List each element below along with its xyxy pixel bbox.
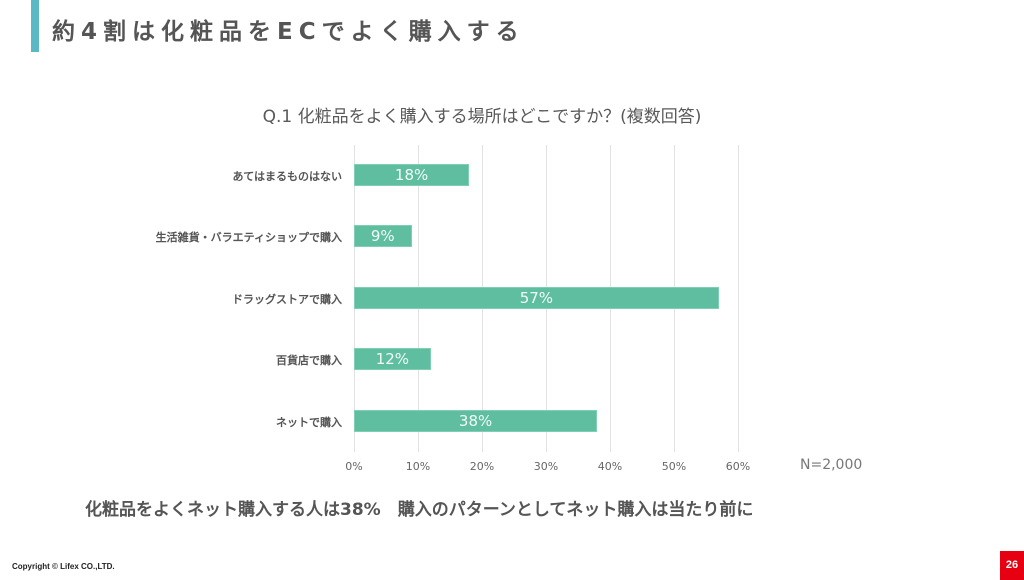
- copyright: Copyright © Lifex CO.,LTD.: [12, 562, 115, 571]
- bar: 12%: [354, 348, 431, 370]
- summary-text: 化粧品をよくネット購入する人は38% 購入のパターンとしてネット購入は当たり前に: [85, 500, 754, 520]
- bar: 57%: [354, 287, 719, 309]
- plot-area: 18% 9% 57% 12% 38%: [354, 145, 739, 452]
- x-tick-label: 40%: [597, 460, 623, 473]
- x-tick-label: 50%: [661, 460, 687, 473]
- x-tick-label: 0%: [345, 460, 363, 473]
- category-label: 生活雑貨・バラエティショップで購入: [155, 231, 342, 244]
- category-label: ドラッグストアで購入: [232, 293, 342, 306]
- chart-title: Q.1 化粧品をよく購入する場所はどこですか？(複数回答): [0, 102, 1024, 127]
- category-label: あてはまるものはない: [232, 170, 342, 183]
- x-tick-label: 10%: [405, 460, 431, 473]
- page-number-badge: 26: [1000, 551, 1024, 580]
- x-tick-label: 20%: [469, 460, 495, 473]
- category-label: 百貨店で購入: [276, 354, 342, 367]
- x-tick-label: 60%: [725, 460, 751, 473]
- sample-size-label: N=2,000: [800, 457, 863, 473]
- x-tick-label: 30%: [533, 460, 559, 473]
- gridline: [738, 145, 739, 452]
- slide-title: 約4割は化粧品をECでよく購入する: [52, 19, 525, 45]
- bar: 38%: [354, 410, 598, 432]
- title-accent-bar: [31, 0, 39, 52]
- bar: 9%: [354, 225, 412, 247]
- bar: 18%: [354, 164, 470, 186]
- category-label: ネットで購入: [276, 416, 342, 429]
- chart-title-text: Q.1 化粧品をよく購入する場所はどこですか？(複数回答): [262, 107, 702, 127]
